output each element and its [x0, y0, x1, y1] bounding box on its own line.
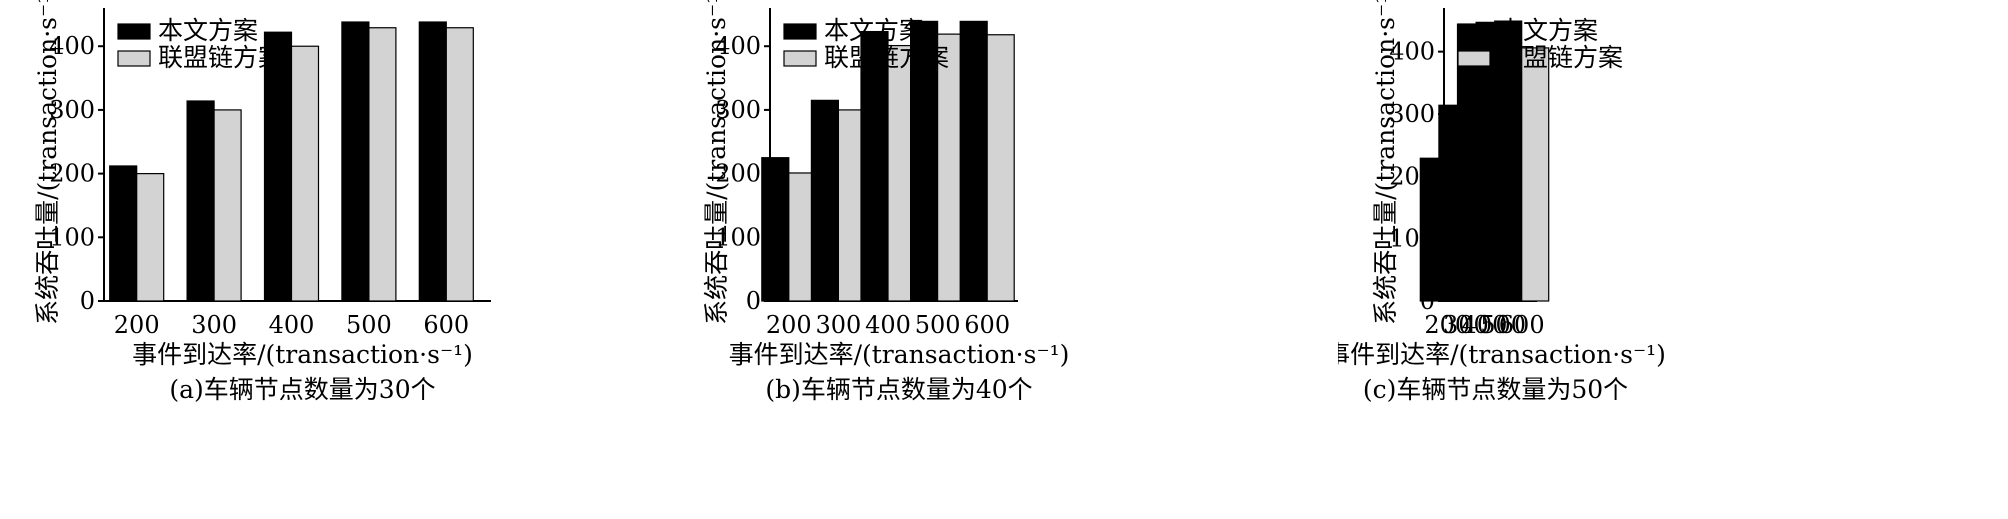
- legend-label-1: 联盟链方案: [824, 43, 949, 72]
- y-axis-label: 系统吞吐量/(transaction·s⁻¹): [33, 0, 62, 325]
- y-tick-label: 300: [715, 96, 761, 124]
- bar-consortium-200: [136, 173, 165, 302]
- panel-caption: (a)车辆节点数量为30个: [169, 375, 435, 404]
- bar-proposed-500: [341, 21, 370, 302]
- y-tick-label: 200: [49, 160, 95, 188]
- bar-consortium-300: [213, 109, 242, 302]
- x-tick-label: 600: [964, 311, 1010, 339]
- y-tick-label: 400: [1389, 38, 1435, 66]
- legend-label-0: 本文方案: [1498, 16, 1598, 45]
- x-axis-label: 事件到达率/(transaction·s⁻¹): [132, 340, 473, 369]
- y-tick-label: 300: [1389, 100, 1435, 128]
- bar-proposed-200: [109, 165, 138, 302]
- bar-consortium-600: [445, 27, 474, 302]
- x-tick-label: 300: [191, 311, 237, 339]
- legend-swatch-1: [1457, 50, 1491, 67]
- bar-proposed-500: [910, 20, 939, 302]
- x-tick-label: 300: [1443, 311, 1489, 339]
- chart-svg: 0 100 200 300 400 200 300 400 500 600 本文方案联盟链方案事件到…: [33, 0, 491, 404]
- bar-proposed-300: [810, 99, 839, 302]
- y-tick-label: 400: [715, 32, 761, 60]
- y-tick-label: 100: [715, 223, 761, 251]
- y-tick-label: 400: [49, 32, 95, 60]
- bar-consortium-400: [290, 45, 320, 302]
- y-axis-label: 系统吞吐量/(transaction·s⁻¹): [702, 0, 731, 325]
- bar-proposed-600: [418, 21, 447, 302]
- bar-proposed-200: [761, 157, 790, 302]
- legend-label-0: 本文方案: [824, 16, 924, 45]
- x-tick-label: 500: [346, 311, 392, 339]
- bar-proposed-600: [1494, 20, 1523, 302]
- bar-proposed-600: [959, 20, 988, 302]
- y-tick-label: 100: [49, 223, 95, 251]
- y-tick-label: 300: [49, 96, 95, 124]
- x-tick-label: 300: [815, 311, 861, 339]
- x-tick-label: 500: [1480, 311, 1526, 339]
- x-tick-label: 400: [865, 311, 911, 339]
- legend-swatch-0: [783, 23, 817, 40]
- chart-svg: 0100200300400200300400500600本文方案联盟链方案事件到…: [1338, 0, 1666, 404]
- x-tick-label: 500: [915, 311, 961, 339]
- legend-swatch-0: [117, 23, 151, 40]
- x-tick-label: 600: [423, 311, 469, 339]
- legend-label-1: 联盟链方案: [1498, 43, 1623, 72]
- y-tick-label: 0: [746, 287, 761, 315]
- panel-caption: (b)车辆节点数量为40个: [765, 375, 1032, 404]
- y-tick-label: 200: [715, 160, 761, 188]
- panel-caption: (c)车辆节点数量为50个: [1363, 375, 1628, 404]
- x-tick-label: 600: [1499, 311, 1545, 339]
- legend-swatch-0: [1457, 23, 1491, 40]
- chart-panel-b: 0 100 200 300 400 200 300 400 500 600 本文方案 联盟链方案 事件到…: [669, 0, 1338, 519]
- x-tick-label: 200: [1424, 311, 1470, 339]
- legend-label-1: 联盟链方案: [158, 43, 283, 72]
- chart-panel-a: 0 100 200 300 400 200 300 400 500 600 本文方案 联盟链方案事件到…: [0, 0, 669, 519]
- x-tick-label: 400: [1462, 311, 1508, 339]
- legend-swatch-1: [783, 50, 817, 67]
- y-axis-label: 系统吞吐量/(transaction·s⁻¹): [1371, 0, 1400, 325]
- legend-label-0: 本文方案: [158, 16, 258, 45]
- x-tick-label: 200: [766, 311, 812, 339]
- x-tick-label: 400: [269, 311, 315, 339]
- chart-panel-c: 0100200300400200300400500600本文方案联盟链方案事件到…: [1338, 0, 2007, 519]
- x-axis-label: 事件到达率/(transaction·s⁻¹): [729, 340, 1070, 369]
- bar-proposed-300: [186, 100, 215, 302]
- bar-consortium-500: [368, 27, 397, 302]
- legend-swatch-1: [117, 50, 151, 67]
- bar-consortium-600: [986, 34, 1015, 302]
- x-axis-label: 事件到达率/(transaction·s⁻¹): [1338, 340, 1666, 369]
- bar-proposed-400: [860, 30, 889, 302]
- x-tick-label: 200: [114, 311, 160, 339]
- y-tick-label: 0: [80, 287, 95, 315]
- bar-proposed-400: [263, 31, 293, 302]
- bar-consortium-600: [1521, 47, 1550, 302]
